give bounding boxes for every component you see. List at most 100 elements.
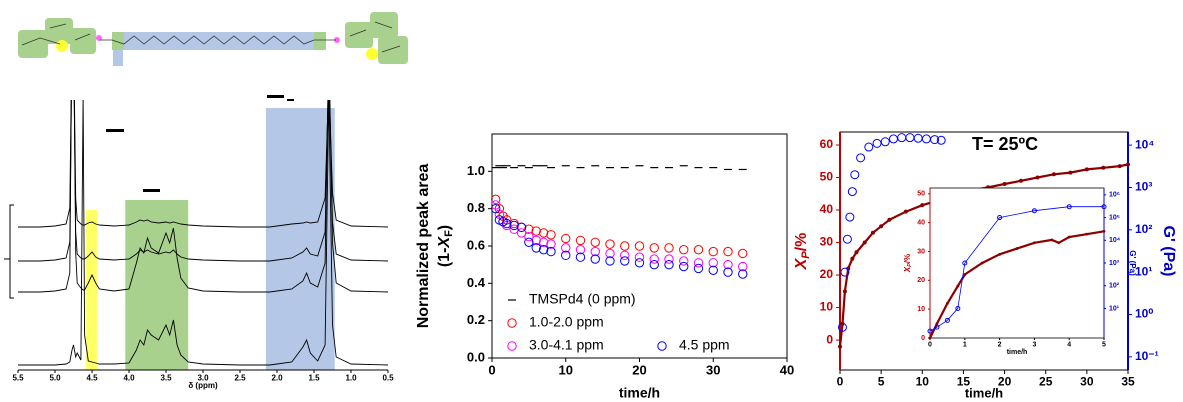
marker: [870, 230, 875, 235]
spectrum-trace: [18, 100, 389, 293]
marker: [634, 241, 645, 251]
marker: [842, 234, 852, 244]
y-axis-label-part: /%: [793, 233, 810, 252]
marker: [1101, 204, 1107, 210]
marker: [590, 254, 600, 264]
x-tick-label: 0: [837, 375, 844, 389]
spectrum-trace: [18, 100, 389, 262]
marker: [649, 243, 659, 253]
y2-tick-label: 10⁰: [1135, 307, 1153, 321]
marker: [1015, 247, 1019, 250]
marker: [664, 259, 674, 270]
y-tick-label: 0.6: [467, 237, 485, 252]
marker: [1102, 229, 1106, 233]
marker: [935, 322, 939, 325]
marker: [1067, 235, 1071, 239]
marker: [605, 256, 615, 266]
legend-marker: [507, 341, 517, 351]
x-axis-label: time/h: [1007, 349, 1028, 356]
x-tick-label: 5: [878, 375, 885, 389]
y-tick-label: 20: [820, 267, 834, 281]
marker: [723, 246, 733, 257]
marker: [1033, 241, 1036, 245]
y-tick-label: 0: [921, 335, 925, 342]
marker: [634, 258, 645, 268]
y-axis-label: XP/%: [793, 233, 812, 271]
x-tick-label: 3.0: [197, 374, 209, 383]
marker: [1051, 172, 1056, 177]
marker: [930, 135, 940, 145]
spectrum-trace: [18, 100, 389, 228]
marker: [531, 226, 541, 236]
x-tick-label: 5.5: [12, 374, 24, 383]
y2-axis-label: G' (Pa): [1128, 250, 1137, 276]
marker: [620, 241, 630, 251]
marker: [872, 138, 882, 148]
y-axis-label-part: X: [793, 257, 810, 270]
marker: [693, 245, 704, 255]
marker: [575, 245, 586, 255]
marker: [1031, 208, 1037, 214]
x-axis-label: δ (ppm): [188, 381, 218, 390]
marker: [561, 250, 571, 261]
plot-frame: [929, 187, 1105, 339]
marker: [880, 137, 890, 147]
marker: [620, 250, 630, 261]
marker: [509, 224, 519, 234]
y-tick-label: 50: [917, 191, 925, 198]
marker: [897, 133, 907, 143]
marker: [664, 254, 674, 264]
marker: [840, 267, 850, 277]
y-tick-label: 1.0: [467, 163, 485, 178]
marker: [723, 259, 733, 270]
molecule-diagram: [18, 12, 408, 66]
marker: [963, 273, 967, 276]
marker: [1101, 165, 1106, 170]
marker: [921, 134, 931, 144]
marker: [546, 239, 556, 249]
marker: [1117, 164, 1122, 169]
marker: [927, 328, 933, 334]
x-tick-label: 35: [1121, 375, 1135, 389]
x-tick-label: 1.0: [345, 374, 357, 383]
marker: [854, 250, 859, 255]
y-tick-label: 40: [820, 202, 834, 216]
y2-tick-label: 10¹: [1109, 305, 1120, 312]
marker: [738, 269, 748, 279]
legend-label: 4.5 ppm: [679, 337, 730, 353]
marker: [934, 324, 940, 330]
marker: [546, 230, 556, 240]
legend-marker: [657, 341, 667, 351]
y-axis-label-part: (1-: [436, 248, 453, 268]
marker: [1084, 167, 1089, 172]
marker: [842, 289, 847, 294]
y-axis-label-part: X: [903, 266, 912, 273]
x-tick-label: 0: [488, 363, 495, 378]
y-axis-label-part: ): [436, 225, 453, 230]
marker: [605, 248, 615, 259]
x-tick-label: 20: [632, 363, 646, 378]
marker: [490, 203, 501, 214]
y-tick-label: 0.0: [467, 349, 485, 364]
legend-label: 3.0-4.1 ppm: [529, 337, 604, 353]
marker: [1050, 238, 1054, 242]
x-tick-label: 15: [957, 375, 971, 389]
spectrum-trace: [18, 100, 389, 366]
x-tick-label: 4: [1067, 342, 1071, 349]
y2-tick-label: 10³: [1135, 180, 1152, 194]
y-axis-label-part: /%: [903, 254, 912, 263]
x-axis-label: time/h: [965, 385, 1003, 400]
marker: [936, 135, 946, 145]
y2-tick-label: 10⁻¹: [1135, 349, 1159, 363]
marker: [879, 224, 884, 229]
marker: [538, 228, 549, 238]
series-line: [929, 230, 1105, 339]
marker: [845, 212, 855, 222]
x-tick-label: 30: [1080, 375, 1094, 389]
marker: [1085, 232, 1088, 236]
marker: [538, 237, 549, 247]
highlight: [265, 108, 335, 370]
marker: [679, 245, 689, 255]
marker: [693, 258, 704, 268]
